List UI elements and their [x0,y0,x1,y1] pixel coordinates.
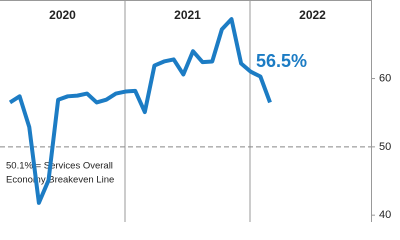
chart: 50.1% = Services Overall Economy Breakev… [0,0,391,222]
y-tick-label: 50 [379,141,391,153]
year-label: 2022 [299,8,326,22]
value-label: 56.5% [256,51,307,71]
data-line [8,17,272,205]
annotation: Economy Breakeven Line [6,175,114,186]
year-label: 2020 [49,8,76,22]
y-tick-label: 40 [379,209,391,221]
year-label: 2021 [174,8,201,22]
y-tick-label: 60 [379,72,391,84]
annotation: 50.1% = Services Overall [6,161,113,172]
